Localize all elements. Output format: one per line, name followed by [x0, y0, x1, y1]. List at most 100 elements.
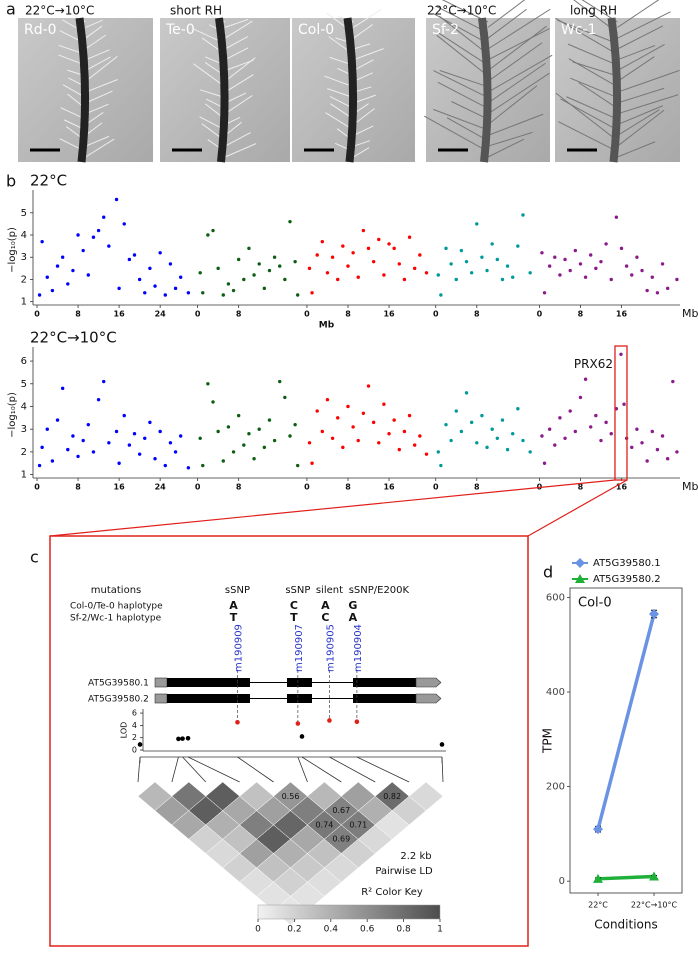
snp-point	[361, 411, 366, 415]
snp-point	[81, 248, 85, 253]
snp-point	[495, 436, 500, 440]
snp-point	[671, 379, 675, 384]
root-photo	[555, 0, 680, 163]
root	[215, 17, 229, 163]
lod-tick-label: 6	[132, 709, 137, 718]
snp-point	[622, 402, 626, 406]
snp-point	[640, 268, 644, 273]
snp-point	[127, 443, 132, 447]
mutation-type: sSNP	[285, 585, 310, 596]
snp-point	[288, 219, 292, 224]
snp-point	[454, 409, 458, 413]
y-tick-label: 4	[21, 230, 27, 241]
snp-point	[320, 429, 325, 434]
key-title: R² Color Key	[361, 887, 423, 898]
snp-point	[635, 255, 639, 259]
snp-point	[132, 253, 137, 257]
lod-point	[185, 736, 191, 741]
snp-point	[325, 271, 330, 275]
snp-point	[76, 233, 80, 237]
x-tick-label: 0	[433, 310, 439, 319]
y-tick-label: 1	[21, 470, 27, 481]
snp-point	[66, 282, 70, 286]
snp-point	[553, 255, 557, 259]
snp-point	[45, 275, 49, 279]
snp-point	[278, 264, 282, 268]
snp-point	[424, 452, 429, 456]
x-tick-label: 22°C→10°C	[631, 901, 678, 910]
accession-label: Wc-1	[561, 22, 597, 38]
root-hair	[487, 131, 533, 147]
snp-point	[540, 434, 544, 438]
ld-value: 0.82	[383, 792, 401, 801]
snp-point	[645, 288, 649, 293]
y-tick-label: 200	[546, 782, 565, 793]
snp-point	[231, 450, 236, 454]
snp-point	[60, 386, 65, 391]
snp-point	[558, 416, 562, 420]
x-tick-label: 8	[236, 483, 242, 492]
snp-point	[660, 434, 665, 438]
snp-point	[371, 259, 376, 264]
snp-point	[599, 438, 603, 443]
root-hair	[353, 24, 373, 39]
marker-name: m190904	[353, 624, 364, 672]
snp-point	[563, 436, 567, 440]
root-hair	[85, 34, 106, 50]
snp-point	[640, 441, 644, 445]
x-tick-label: 0	[537, 310, 543, 319]
snp-point	[236, 413, 241, 418]
series-line	[597, 874, 655, 881]
snp-point	[37, 293, 42, 297]
ld-connector	[441, 756, 444, 783]
ld-value: 0.67	[332, 806, 350, 815]
haplotype: T	[290, 611, 298, 624]
root-hair	[617, 109, 665, 147]
phenotype-label: long RH	[570, 4, 617, 18]
lod-point	[176, 736, 181, 742]
ld-cell	[408, 781, 444, 811]
y-axis-label: −log₁₀(p)	[7, 227, 18, 273]
snp-point	[604, 420, 608, 425]
root-hair	[487, 113, 544, 136]
snp-point	[252, 457, 256, 461]
root-hair	[487, 85, 538, 125]
root-photo	[292, 8, 415, 163]
haplotype: C	[321, 611, 329, 624]
snp-point	[148, 420, 152, 425]
snp-point	[444, 422, 448, 427]
row-label: mutations	[91, 585, 142, 596]
snp-point	[495, 257, 500, 262]
snp-point	[558, 273, 562, 277]
snp-point	[630, 273, 634, 277]
annotation: PRX62	[574, 357, 613, 371]
key-tick-label: 0.4	[324, 925, 339, 935]
snp-point	[278, 379, 282, 384]
lod-point	[137, 742, 143, 747]
ld-connector	[329, 756, 376, 783]
snp-point	[366, 246, 371, 251]
x-tick-label: 16	[383, 483, 395, 492]
snp-point	[283, 277, 287, 282]
snp-point	[107, 441, 111, 445]
root-hair	[487, 42, 543, 82]
snp-point	[310, 291, 314, 295]
root-hair	[224, 143, 257, 158]
snp-point	[257, 427, 261, 431]
snp-point	[257, 262, 261, 266]
snp-point	[655, 447, 660, 452]
root-hair	[617, 56, 655, 82]
snp-point	[609, 277, 613, 282]
ld-connector	[297, 756, 308, 783]
snp-point	[485, 268, 489, 273]
root-hair	[487, 28, 550, 61]
data-point	[649, 871, 659, 881]
x-tick-label: 0	[304, 483, 310, 492]
accession-label: Te-0	[165, 22, 195, 38]
snp-point	[201, 291, 205, 295]
haplotype: A	[229, 599, 238, 612]
snp-point	[351, 251, 355, 255]
snp-point	[50, 459, 55, 463]
root-hair	[617, 11, 671, 39]
y-tick-label: 1	[21, 297, 27, 308]
